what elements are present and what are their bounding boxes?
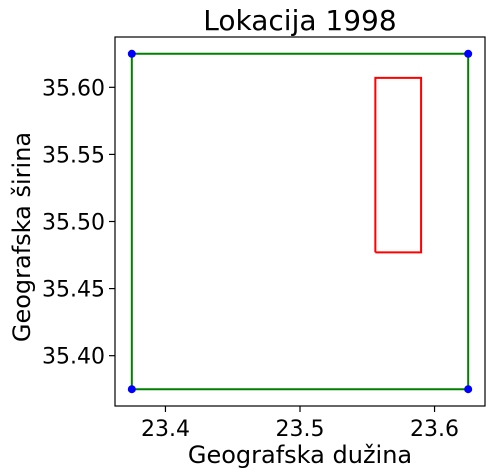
corner-point [464, 385, 472, 393]
y-axis-label: Geografska širina [8, 132, 36, 342]
corner-point [128, 385, 136, 393]
chart-title: Lokacija 1998 [203, 4, 396, 37]
y-tick-label: 35.60 [42, 76, 105, 101]
corner-point [464, 50, 472, 58]
y-tick-label: 35.40 [42, 345, 105, 370]
y-tick-label: 35.50 [42, 211, 105, 236]
x-tick-label: 23.4 [141, 417, 190, 442]
x-tick-label: 23.5 [276, 417, 325, 442]
y-tick-label: 35.45 [42, 278, 105, 303]
x-axis-label: Geografska dužina [188, 441, 412, 469]
corner-point [128, 50, 136, 58]
y-tick-label: 35.55 [42, 143, 105, 168]
x-tick-label: 23.6 [410, 417, 459, 442]
